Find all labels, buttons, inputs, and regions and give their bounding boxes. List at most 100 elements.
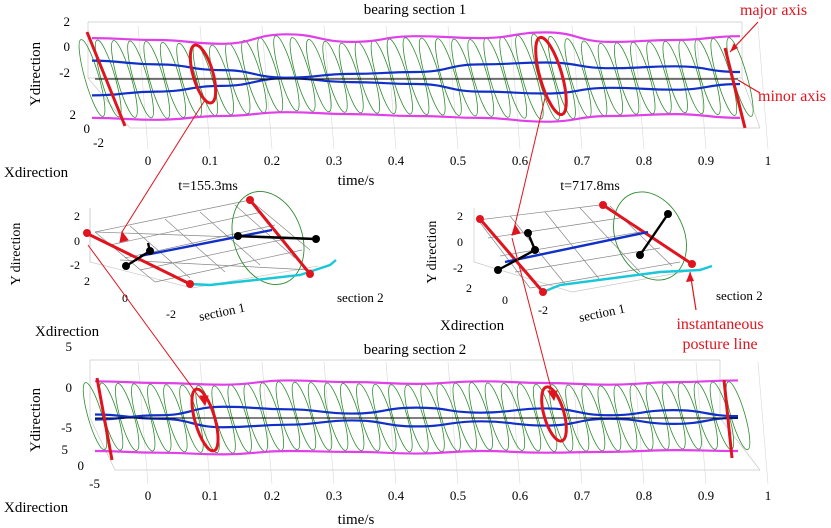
panel2-posture-line-right (237, 234, 317, 241)
panel1-ztick: 0 (84, 121, 91, 136)
mesh-ellipse (694, 39, 721, 115)
mesh-ellipse (516, 383, 542, 452)
x-tick-label: 0.8 (636, 153, 652, 168)
panel1-envelope-lower (91, 111, 741, 123)
mesh-ellipse (646, 41, 672, 114)
x-gridline (137, 25, 149, 150)
mesh-ellipse (662, 40, 688, 114)
mesh-ellipse (127, 40, 154, 119)
x-tick-label: 1 (765, 488, 772, 503)
mesh-ellipse (404, 384, 429, 453)
x-tick-label: 0.2 (264, 153, 280, 168)
panel4-red-ellipse-1 (190, 387, 220, 453)
panel3-ytick: -2 (453, 261, 463, 275)
mesh-ellipse (565, 384, 590, 452)
panel2-section1-label: section 1 (198, 300, 247, 324)
mesh-ellipse (581, 40, 608, 117)
panel1-grid (87, 21, 761, 129)
panel2-blue-line (139, 228, 273, 258)
x-tick-label: 0.9 (698, 153, 714, 168)
x-gridline (757, 25, 769, 150)
panel2-black-markers (122, 232, 320, 270)
mesh-ellipse (388, 384, 413, 453)
panel2-ylabel: Y direction (9, 223, 24, 286)
mesh-ellipse (386, 38, 413, 115)
panel3-posture-line-left (497, 232, 537, 272)
x-gridline (633, 361, 645, 485)
panel2-ytick: 2 (74, 209, 80, 223)
panel3-posture-line-right (639, 213, 669, 256)
mesh-ellipse (370, 40, 397, 115)
mesh-ellipse (356, 383, 381, 452)
panel1-xlabel: time/s (338, 173, 375, 189)
panel2-section2-marker (189, 259, 337, 287)
panel3-ztick: -2 (538, 303, 548, 317)
panel2-ytick: 0 (74, 234, 80, 248)
x-tick-label: 0.5 (450, 488, 466, 503)
x-tick-label: 0.6 (512, 153, 529, 168)
panel4-ylabel: Ydirection (28, 387, 44, 452)
mesh-ellipse (467, 39, 495, 117)
annotation-posture-line: posture line (682, 336, 757, 353)
mesh-ellipse (340, 383, 365, 451)
panel3-grid (473, 208, 707, 293)
mesh-ellipse (418, 37, 446, 116)
mesh-ellipse (484, 382, 510, 451)
panel2-ytick: -2 (70, 258, 80, 272)
mesh-ellipse (159, 42, 187, 118)
panel3-black-markers (494, 210, 672, 274)
panel3-ztick: 0 (502, 293, 508, 307)
panel-snapshot-1: t=155.3ms Y direction 2 0 -2 2 0 (9, 179, 384, 340)
panel1-ytick: 0 (64, 39, 71, 54)
panel4-ytick: 0 (66, 380, 73, 395)
posture-line-arrowhead (686, 272, 694, 282)
panel1-title: bearing section 1 (364, 2, 466, 18)
major-axis-arrowhead (730, 43, 738, 52)
panel4-xlabel: time/s (338, 512, 375, 528)
panel3-title: t=717.8ms (560, 179, 620, 194)
panel1-major-axis-end (723, 47, 747, 129)
x-tick-label: 0.5 (450, 153, 466, 168)
annotation-major-axis: major axis (740, 2, 807, 19)
mesh-ellipse (354, 41, 381, 114)
mesh-ellipse (677, 382, 702, 450)
x-gridline (509, 25, 521, 150)
mesh-ellipse (661, 383, 686, 450)
mesh-ellipse (597, 42, 624, 116)
panel3-blue-line (504, 230, 649, 264)
panel1-ztick: 2 (70, 107, 77, 122)
mesh-ellipse (111, 40, 138, 118)
panel2-title: t=155.3ms (178, 179, 238, 194)
panel4-ytick: 5 (66, 339, 73, 354)
panel3-section-ellipse (613, 191, 687, 281)
panel1-envelope-upper (91, 31, 741, 45)
mesh-ellipse (597, 385, 622, 452)
panel3-red-axis-right (602, 203, 693, 266)
mesh-ellipse (143, 41, 171, 119)
x-tick-label: 0.2 (264, 488, 280, 503)
panel2-zlabel: Xdirection (35, 324, 100, 340)
mesh-ellipse (275, 381, 301, 451)
panel4-major-axis-start (95, 377, 114, 461)
mesh-ellipse (435, 38, 462, 116)
mesh-ellipse (209, 44, 235, 116)
panel2-ztick: -2 (166, 307, 176, 321)
panel3-ytick: 0 (457, 235, 463, 249)
panel4-title: bearing section 2 (364, 342, 466, 358)
connector-lines (87, 97, 558, 407)
panel1-red-ellipse-2 (534, 35, 568, 117)
panel2-ztick: 0 (122, 291, 128, 305)
panel1-major-axis-start (85, 31, 127, 127)
panel4-ztick: 5 (62, 442, 69, 457)
panel4-mesh (82, 381, 751, 454)
x-gridline (385, 25, 397, 150)
panel1-mesh (78, 33, 754, 121)
panel3-ytick: 2 (457, 209, 463, 223)
panel4-trajectory-upper (94, 405, 739, 421)
panel4-envelope-lower (94, 449, 739, 456)
mesh-ellipse (532, 383, 558, 452)
x-tick-label: 0.4 (388, 488, 405, 503)
mesh-ellipse (227, 384, 252, 453)
panel-bearing-section-2: bearing section 2 Ydirection Xdirection … (4, 339, 771, 528)
x-tick-label: 0.7 (574, 153, 591, 168)
